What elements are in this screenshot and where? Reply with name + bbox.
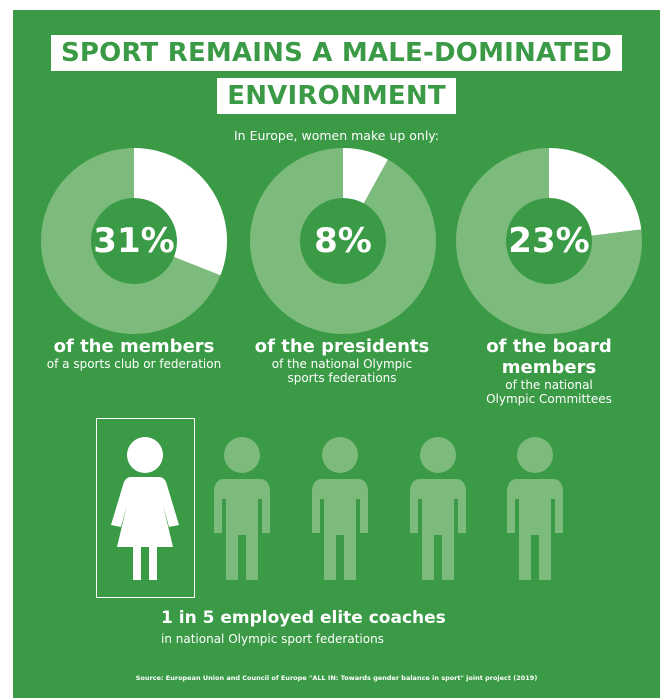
figure-head [127, 437, 163, 473]
person-figure-icon [312, 437, 368, 580]
donut-members-svg [41, 148, 227, 334]
donut-percent-label: 23% [508, 221, 590, 261]
figure-body [410, 479, 466, 580]
figure-head [322, 437, 358, 473]
title-line-2: ENVIRONMENT [217, 78, 456, 114]
title-line-1-wrap: SPORT REMAINS A MALE-DOMINATED [13, 35, 660, 71]
figure-body [312, 479, 368, 580]
female-coach-frame [96, 418, 195, 598]
figure-head [517, 437, 553, 473]
donut-percent-label: 8% [314, 221, 372, 261]
coaches-description: in national Olympic sport federations [161, 632, 384, 646]
subtitle: In Europe, women make up only: [234, 128, 439, 143]
stat-description: of a sports club or federation [46, 357, 222, 371]
donut-segment-highlight [132, 148, 227, 276]
person-figure-icon [507, 437, 563, 580]
figure-head [224, 437, 260, 473]
coaches-heading: 1 in 5 employed elite coaches [161, 608, 446, 628]
donut-presidents-svg [250, 148, 436, 334]
donut-board-svg [456, 148, 642, 334]
stat-members: of the members of a sports club or feder… [31, 336, 237, 371]
figure-body [111, 477, 179, 580]
donut-members: 31% [41, 148, 227, 334]
stat-heading: of the board members [486, 336, 612, 378]
stat-description: of the national Olympic sports federatio… [271, 357, 413, 385]
stat-heading: of the members [53, 336, 215, 357]
stat-board: of the board members of the national Oly… [479, 336, 619, 406]
figure-body [507, 479, 563, 580]
source-note: Source: European Union and Council of Eu… [135, 674, 538, 682]
donut-segment-highlight [341, 148, 388, 204]
stat-description: of the national Olympic Committees [486, 378, 612, 406]
stat-heading: of the presidents [254, 336, 430, 357]
infographic-panel: SPORT REMAINS A MALE-DOMINATED ENVIRONME… [13, 10, 660, 698]
person-figure-icon [214, 437, 270, 580]
title-line-2-wrap: ENVIRONMENT [13, 78, 660, 114]
donut-board: 23% [456, 148, 642, 334]
title-line-1: SPORT REMAINS A MALE-DOMINATED [51, 35, 622, 71]
donut-segment-highlight [547, 148, 642, 237]
female-figure-icon [111, 437, 179, 580]
donut-presidents: 8% [250, 148, 436, 334]
stat-presidents: of the presidents of the national Olympi… [242, 336, 442, 385]
donut-percent-label: 31% [93, 221, 175, 261]
figure-head [420, 437, 456, 473]
figure-body [214, 479, 270, 580]
person-figure-icon [410, 437, 466, 580]
